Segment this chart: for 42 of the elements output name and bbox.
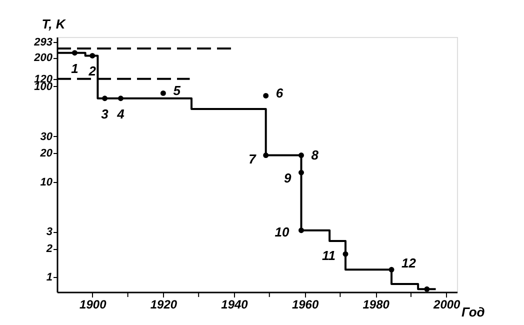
point xyxy=(118,96,124,102)
y-tick-label: 30 xyxy=(40,130,54,143)
point xyxy=(263,92,269,98)
x-tick-label: 1980 xyxy=(362,298,390,312)
annotation: 10 xyxy=(274,224,290,240)
y-tick-label: 200 xyxy=(33,52,54,64)
point xyxy=(388,266,394,272)
y-tick-label: 3 xyxy=(46,226,52,238)
point xyxy=(342,251,348,257)
annotation: 1 xyxy=(71,60,78,76)
annotation: 7 xyxy=(248,151,257,166)
y-tick-label: 10 xyxy=(40,176,54,188)
annotation: 2 xyxy=(88,64,97,79)
x-tick-label: 1920 xyxy=(150,298,178,312)
x-axis-title: Год xyxy=(462,304,485,320)
point xyxy=(298,152,304,158)
x-tick-label: 1900 xyxy=(80,298,107,312)
point xyxy=(90,52,96,58)
y-tick-label: 100 xyxy=(34,80,54,93)
point xyxy=(298,228,304,234)
y-tick-label: 20 xyxy=(39,148,54,160)
annotation: 4 xyxy=(116,106,126,122)
x-tick-label: 2000 xyxy=(432,298,461,312)
y-tick-label: 293 xyxy=(33,36,52,48)
x-tick-label: 1960 xyxy=(292,298,319,312)
y-tick-label: 1 xyxy=(46,272,52,284)
annotation: 5 xyxy=(173,83,182,98)
point xyxy=(72,50,78,56)
annotation: 11 xyxy=(322,248,336,264)
point xyxy=(263,152,269,158)
x-tick-label: 1940 xyxy=(221,298,248,312)
annotation: 9 xyxy=(284,170,292,186)
y-tick-label: 2 xyxy=(45,243,52,256)
annotation: 6 xyxy=(276,86,284,101)
y-axis-title: T, K xyxy=(42,16,67,32)
annotation: 3 xyxy=(101,106,110,122)
point xyxy=(298,170,304,176)
point xyxy=(102,96,108,102)
point xyxy=(424,286,430,292)
annotation: 8 xyxy=(311,147,320,162)
point xyxy=(160,90,166,96)
annotation: 12 xyxy=(402,256,417,271)
